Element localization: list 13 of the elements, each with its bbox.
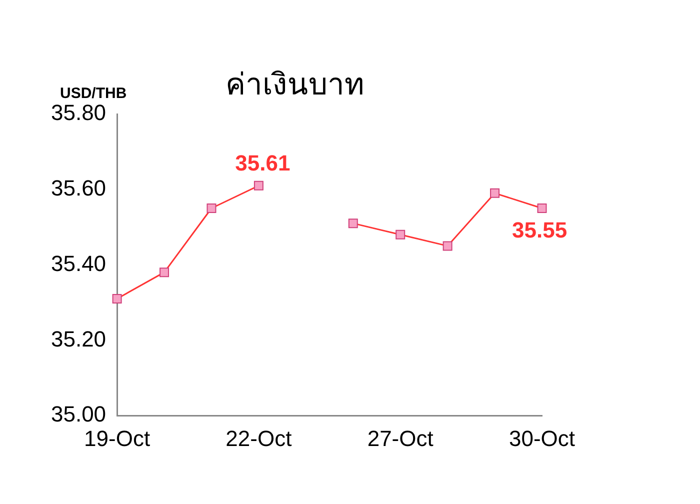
y-tick-label: 35.60 (50, 175, 106, 200)
x-tick-label: 19-Oct (84, 426, 150, 451)
chart-title: ค่าเงินบาท (226, 68, 364, 102)
y-tick-label: 35.20 (50, 326, 106, 352)
y-axis-title: USD/THB (60, 85, 127, 102)
y-tick-label: 35.00 (50, 402, 106, 427)
x-tick-label: 22-Oct (226, 426, 292, 451)
y-tick-label: 35.40 (50, 250, 106, 276)
data-label: 35.61 (235, 150, 290, 176)
x-tick-label: 30-Oct (508, 426, 576, 451)
y-tick-label: 35.80 (50, 100, 106, 126)
x-tick-label: 27-Oct (367, 426, 434, 451)
data-label: 35.55 (512, 217, 568, 242)
